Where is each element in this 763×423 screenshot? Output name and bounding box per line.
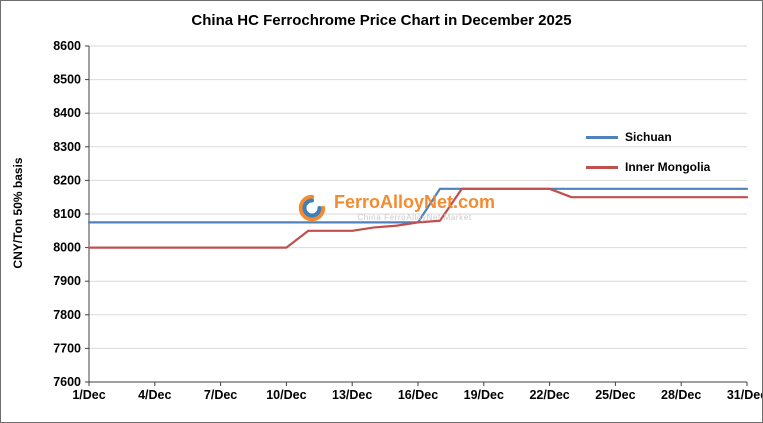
watermark-brand: FerroAlloyNet.com: [334, 192, 496, 213]
svg-text:7600: 7600: [53, 375, 81, 389]
svg-text:19/Dec: 19/Dec: [464, 388, 504, 402]
svg-text:7800: 7800: [53, 308, 81, 322]
svg-text:8400: 8400: [53, 106, 81, 120]
svg-text:1/Dec: 1/Dec: [72, 388, 105, 402]
svg-text:8500: 8500: [53, 73, 81, 87]
watermark-text: FerroAlloyNet.com China FerroAlloyNet Ma…: [334, 193, 495, 222]
legend-item-inner-mongolia: Inner Mongolia: [586, 152, 710, 182]
svg-text:7700: 7700: [53, 341, 81, 355]
watermark: FerroAlloyNet.com China FerroAlloyNet Ma…: [297, 193, 495, 223]
svg-text:8100: 8100: [53, 207, 81, 221]
svg-text:8300: 8300: [53, 140, 81, 154]
y-axis-title: CNY/Ton 50% basis: [11, 157, 25, 269]
svg-text:7900: 7900: [53, 274, 81, 288]
svg-text:10/Dec: 10/Dec: [266, 388, 306, 402]
chart-title: China HC Ferrochrome Price Chart in Dece…: [191, 12, 572, 29]
ferroalloynet-logo-icon: [298, 194, 326, 222]
svg-text:7/Dec: 7/Dec: [204, 388, 237, 402]
legend-label-sichuan: Sichuan: [625, 130, 672, 144]
sichuan-line-swatch: [586, 135, 618, 139]
watermark-subtext: China FerroAlloyNet Market: [357, 213, 472, 223]
svg-text:8200: 8200: [53, 173, 81, 187]
svg-text:22/Dec: 22/Dec: [529, 388, 569, 402]
svg-text:16/Dec: 16/Dec: [398, 388, 438, 402]
svg-text:25/Dec: 25/Dec: [595, 388, 635, 402]
inner-mongolia-line-swatch: [586, 165, 618, 169]
svg-text:4/Dec: 4/Dec: [138, 388, 171, 402]
svg-text:28/Dec: 28/Dec: [661, 388, 701, 402]
legend-label-inner-mongolia: Inner Mongolia: [625, 160, 711, 174]
svg-text:8600: 8600: [53, 39, 81, 53]
legend-item-sichuan: Sichuan: [586, 122, 710, 152]
legend: Sichuan Inner Mongolia: [586, 122, 710, 182]
svg-text:8000: 8000: [53, 241, 81, 255]
svg-text:13/Dec: 13/Dec: [332, 388, 372, 402]
svg-text:31/Dec: 31/Dec: [727, 388, 763, 402]
